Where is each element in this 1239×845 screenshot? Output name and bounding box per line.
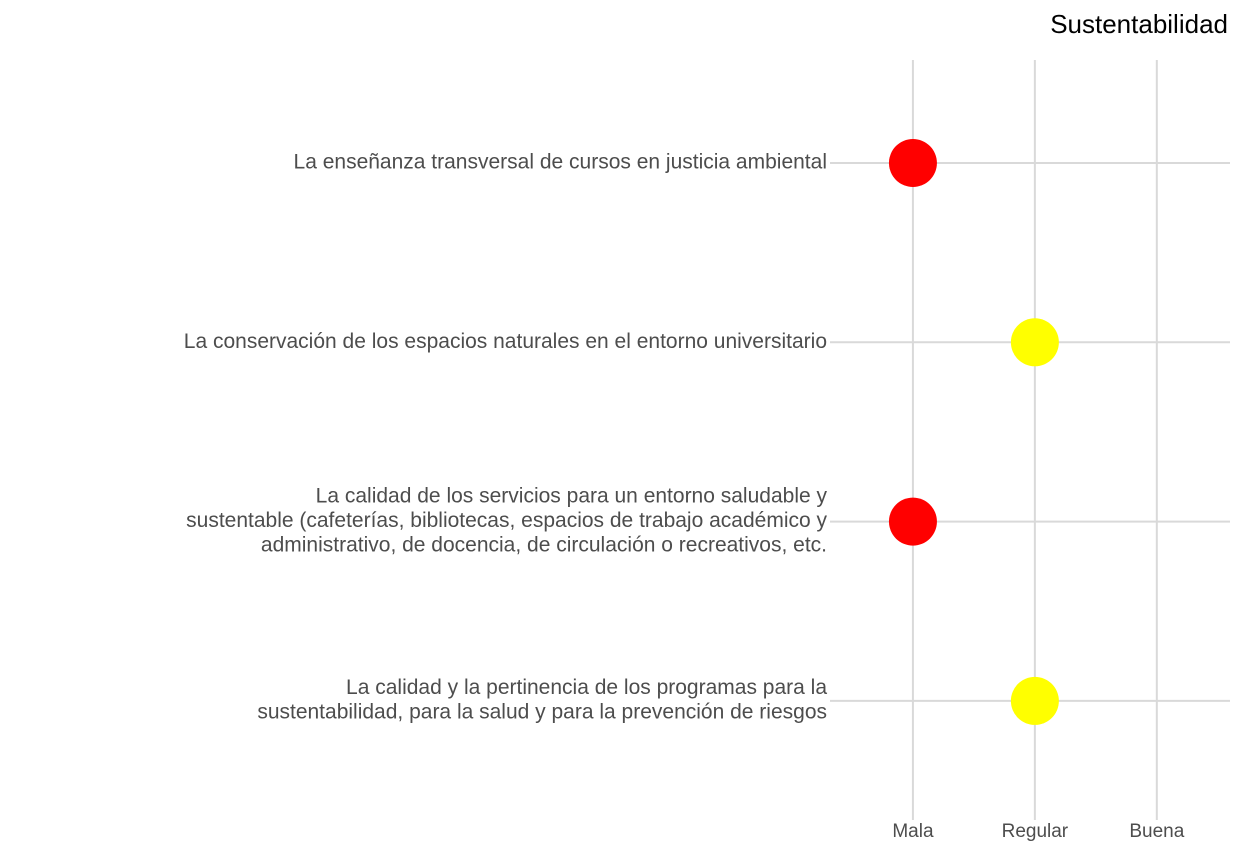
chart-title: Sustentabilidad bbox=[1050, 9, 1228, 39]
y-tick-label: sustentabilidad, para la salud y para la… bbox=[257, 701, 827, 724]
dot bbox=[1010, 676, 1059, 725]
y-tick-label: La conservación de los espacios naturale… bbox=[184, 330, 827, 353]
x-tick-label: Regular bbox=[1002, 821, 1069, 842]
y-tick-label: La enseñanza transversal de cursos en ju… bbox=[294, 151, 827, 174]
dot bbox=[1010, 318, 1059, 367]
y-tick-label: sustentable (cafeterías, bibliotecas, es… bbox=[186, 509, 827, 532]
x-tick-label: Mala bbox=[892, 821, 934, 842]
x-tick-label: Buena bbox=[1129, 821, 1184, 842]
y-tick-label: administrativo, de docencia, de circulac… bbox=[261, 534, 827, 557]
dot bbox=[888, 139, 937, 187]
dot bbox=[888, 497, 937, 546]
y-tick-label: La calidad y la pertinencia de los progr… bbox=[346, 676, 827, 699]
y-tick-label: La calidad de los servicios para un ento… bbox=[316, 485, 828, 508]
